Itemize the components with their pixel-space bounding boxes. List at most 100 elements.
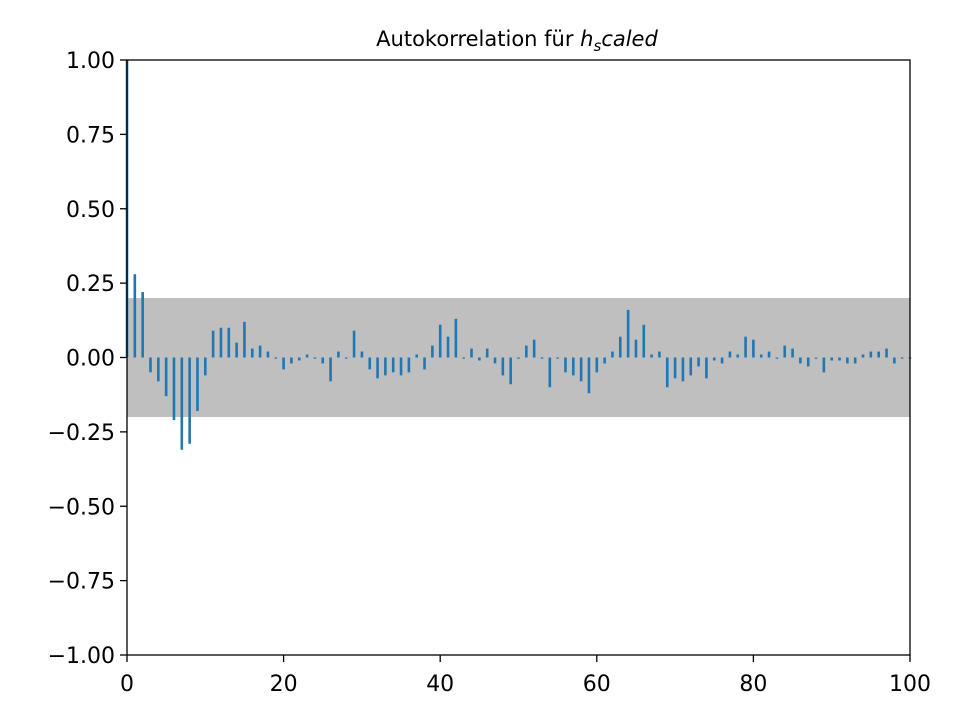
acf-bar-lag-56 (564, 357, 567, 373)
acf-bar-lag-9 (196, 357, 199, 412)
acf-bar-lag-11 (211, 330, 215, 358)
acf-bar-lag-87 (806, 357, 810, 367)
acf-bar-lag-46 (485, 348, 489, 358)
acf-bar-lag-16 (250, 348, 254, 358)
y-tick-label: −0.25 (48, 421, 115, 446)
x-tick-label: 20 (270, 672, 298, 697)
acf-bar-lag-31 (368, 357, 372, 370)
acf-bar-lag-29 (352, 330, 356, 358)
acf-bar-lag-99 (900, 357, 904, 359)
acf-bar-lag-36 (407, 357, 411, 373)
chart-title: Autokorrelation für hscaled (376, 27, 658, 55)
acf-bar-lag-83 (775, 357, 779, 359)
acf-bar-lag-1 (133, 274, 137, 358)
acf-bar-lag-81 (759, 354, 763, 358)
acf-bar-lag-32 (376, 357, 379, 379)
acf-bar-lag-58 (579, 357, 583, 382)
acf-bar-lag-8 (188, 357, 191, 444)
acf-bar-lag-43 (462, 357, 465, 359)
acf-bar-lag-62 (611, 351, 614, 358)
acf-bar-lag-28 (344, 357, 348, 359)
acf-bar-lag-30 (360, 351, 364, 358)
acf-bar-lag-19 (274, 357, 278, 359)
acf-bar-lag-22 (297, 357, 301, 361)
y-tick-label: 0.75 (66, 123, 115, 148)
y-tick-label: 1.00 (66, 49, 115, 74)
acf-bar-lag-80 (752, 339, 755, 358)
y-tick-label: 0.25 (66, 272, 115, 297)
acf-bar-lag-21 (290, 357, 293, 364)
x-tick-label: 40 (426, 672, 454, 697)
acf-bar-lag-4 (157, 357, 160, 382)
acf-bar-lag-17 (258, 345, 262, 358)
acf-bar-lag-45 (478, 357, 481, 361)
acf-bar-lag-64 (626, 309, 630, 358)
chart-title-variable-subscript: s (593, 37, 601, 55)
acf-bar-lag-18 (266, 351, 270, 358)
acf-bar-lag-69 (665, 357, 669, 388)
acf-bar-lag-77 (728, 351, 732, 358)
acf-bar-lag-2 (141, 292, 144, 358)
acf-bar-lag-42 (454, 318, 458, 358)
acf-bar-lag-6 (172, 357, 176, 420)
acf-bar-lag-25 (321, 357, 325, 364)
acf-bar-lag-84 (783, 345, 787, 358)
acf-bar-lag-10 (204, 357, 207, 376)
acf-bar-lag-65 (634, 339, 638, 358)
acf-bar-lag-78 (736, 354, 740, 358)
acf-bar-lag-50 (517, 357, 520, 359)
acf-bar-lag-93 (853, 357, 857, 364)
acf-bar-lag-94 (861, 354, 865, 358)
acf-bar-lag-86 (799, 357, 802, 364)
acf-bar-lag-98 (893, 357, 896, 364)
acf-bar-lag-79 (744, 336, 747, 358)
acf-bar-lag-51 (525, 345, 528, 358)
x-tick-label: 80 (739, 672, 767, 697)
acf-bar-lag-26 (329, 357, 332, 382)
acf-bar-lag-67 (650, 354, 653, 358)
acf-bar-lag-85 (791, 348, 794, 358)
acf-bar-lag-74 (705, 357, 708, 379)
acf-bar-lag-52 (532, 339, 536, 358)
acf-bar-lag-7 (180, 357, 184, 450)
x-tick-label: 0 (120, 672, 134, 697)
acf-bar-lag-47 (493, 357, 497, 364)
acf-bar-lag-72 (689, 357, 693, 376)
acf-bar-lag-37 (415, 354, 419, 358)
acf-bar-lag-92 (846, 357, 849, 364)
acf-bar-lag-89 (822, 357, 826, 373)
acf-bar-lag-35 (399, 357, 403, 376)
acf-bar-lag-15 (243, 321, 246, 358)
acf-bar-lag-33 (384, 357, 387, 376)
acf-bar-lag-82 (767, 351, 771, 358)
acf-bar-lag-60 (595, 357, 599, 373)
y-tick-label: −1.00 (48, 644, 115, 669)
acf-bar-lag-55 (556, 357, 559, 359)
acf-bar-lag-12 (219, 327, 223, 358)
acf-bar-lag-41 (446, 336, 450, 358)
acf-bar-lag-96 (877, 351, 880, 358)
acf-bar-lag-71 (681, 357, 685, 382)
y-tick-label: −0.50 (48, 495, 115, 520)
acf-bar-lag-38 (423, 357, 426, 370)
acf-bar-lag-68 (658, 351, 661, 358)
acf-bar-lag-39 (431, 345, 434, 358)
acf-bar-lag-5 (164, 357, 168, 397)
plot-area: 1.00 0.75 0.50 0.25 0.00 −0.25 −0.50 −0.75 −1.00… (48, 49, 931, 697)
chart-title-variable-rest: caled (601, 27, 658, 51)
x-tick-label: 60 (583, 672, 611, 697)
acf-bar-lag-48 (501, 357, 505, 376)
chart-title-prefix: Autokorrelation für (376, 27, 580, 51)
acf-bar-lag-23 (305, 354, 309, 358)
acf-bar-lag-70 (673, 357, 677, 379)
acf-bar-lag-13 (227, 327, 231, 358)
acf-bar-lag-40 (438, 324, 442, 358)
acf-bar-lag-34 (391, 357, 395, 373)
acf-bar-lag-75 (712, 357, 716, 361)
y-tick-label: 0.50 (66, 198, 115, 223)
acf-bar-lag-66 (642, 324, 646, 358)
y-tick-label: −0.75 (48, 570, 115, 595)
x-tick-label: 100 (889, 672, 931, 697)
acf-bar-lag-61 (603, 357, 606, 364)
